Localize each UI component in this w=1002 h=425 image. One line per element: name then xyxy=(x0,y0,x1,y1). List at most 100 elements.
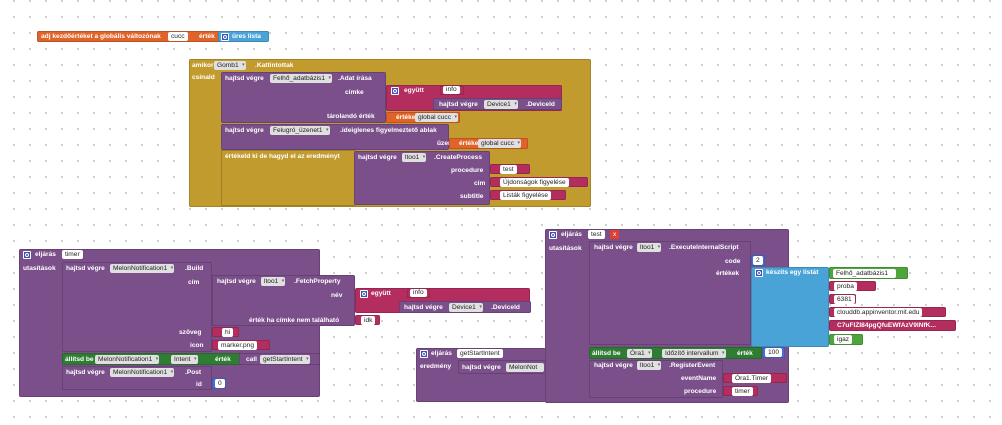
text-info-field-2[interactable]: info xyxy=(410,289,427,297)
melon-post-block[interactable]: hajtsd végre MelonNotification1 .Post id xyxy=(62,366,212,390)
number-code-field[interactable]: 2 xyxy=(753,256,763,265)
text-idk-field[interactable]: idk xyxy=(361,315,376,325)
list-item-url-field[interactable]: clouddb.appinventor.mit.edu xyxy=(834,307,923,317)
notifier-component-dropdown[interactable]: Felugró_üzenet1 xyxy=(270,126,330,135)
global-variable-block[interactable]: adj kezdőértéket a globális változónak c… xyxy=(37,31,221,42)
device-id-block[interactable]: hajtsd végre Device1 .DeviceId xyxy=(433,98,562,110)
set-intent-block[interactable]: állítsd be MelonNotification1 Intent ért… xyxy=(62,353,242,365)
text-subtitle-block[interactable]: Listák figyelése xyxy=(490,190,566,200)
text-test-field[interactable]: test xyxy=(500,164,517,174)
interval-component-dropdown[interactable]: Óra1 xyxy=(627,348,652,358)
join-label: együtt xyxy=(404,87,424,94)
number-interval-block[interactable]: 100 xyxy=(762,347,785,358)
call-proc-dropdown[interactable]: getStartIntent xyxy=(260,354,310,364)
test-name-field[interactable]: test xyxy=(588,230,605,239)
post-component-dropdown[interactable]: MelonNotification1 xyxy=(110,368,175,377)
set-interval-block[interactable]: állítsd be Óra1 Időzítő intervallum érté… xyxy=(589,347,762,359)
list-item-bool-field[interactable]: igaz xyxy=(834,335,853,344)
gear-icon[interactable] xyxy=(360,289,368,298)
evaluate-ignore-block[interactable]: értékeld ki de hagyd el az eredményt xyxy=(221,150,356,206)
device-component-dropdown-2[interactable]: Device1 xyxy=(449,302,483,312)
text-timer-block[interactable]: timer xyxy=(723,386,758,396)
list-item-number[interactable]: 6381 xyxy=(829,294,856,304)
test-param-field[interactable]: x xyxy=(610,230,620,239)
set-property-dropdown[interactable]: Intent xyxy=(171,354,198,364)
exec-component-dropdown[interactable]: ltoo1 xyxy=(637,243,662,252)
call-label: call xyxy=(246,355,257,363)
procedure-name-field[interactable]: timer xyxy=(62,250,83,259)
execute-script-block[interactable]: hajtsd végre ltoo1 .ExecuteInternalScrip… xyxy=(589,241,751,345)
process-call-label: hajtsd végre xyxy=(358,154,397,161)
cloud-store-value-block[interactable]: hajtsd végre Felhő_adatbázis1 .Adat írás… xyxy=(221,72,386,123)
getstart-call-block[interactable]: hajtsd végre MelonNot xyxy=(458,360,546,374)
text-icon-field[interactable]: marker.png xyxy=(218,340,257,350)
create-process-block[interactable]: hajtsd végre ltoo1 .CreateProcess proced… xyxy=(354,151,490,205)
text-info-block-2[interactable]: info xyxy=(407,289,430,298)
fetch-component-dropdown[interactable]: ltoo1 xyxy=(261,277,286,286)
text-timer-field[interactable]: timer xyxy=(732,386,753,396)
fetch-property-block[interactable]: hajtsd végre ltoo1 .FetchProperty név ér… xyxy=(212,275,355,326)
register-component-dropdown[interactable]: ltoo1 xyxy=(637,361,662,370)
get-global-block[interactable]: értéke global cucc xyxy=(386,112,460,123)
text-event-field[interactable]: Óra1.Timer xyxy=(732,373,772,383)
interval-property-dropdown[interactable]: Időzítő intervallum xyxy=(662,348,726,358)
text-title-field[interactable]: Újdonságok figyelése xyxy=(500,177,569,187)
procedure-getstartintent-block[interactable]: eljárás getStartIntent eredmény xyxy=(416,348,546,402)
text-event-block[interactable]: Óra1.Timer xyxy=(723,373,787,383)
empty-list-label: üres lista xyxy=(232,33,261,40)
store-component-dropdown[interactable]: Felhő_adatbázis1 xyxy=(270,74,333,83)
set-component-dropdown[interactable]: MelonNotification1 xyxy=(95,354,160,364)
melon-build-block[interactable]: hajtsd végre MelonNotification1 .Build c… xyxy=(62,262,212,352)
gear-icon[interactable] xyxy=(221,32,229,41)
gear-icon[interactable] xyxy=(549,231,557,239)
text-hi-field[interactable]: hi xyxy=(222,327,234,337)
list-item-proba-field[interactable]: proba xyxy=(834,281,857,291)
list-item-number-field[interactable]: 6381 xyxy=(834,294,855,304)
list-item-proba[interactable]: proba xyxy=(829,281,876,291)
list-item-token[interactable]: C7uFIZI84pgQfuEWfAzV9lNfK... xyxy=(829,320,956,331)
list-item-component[interactable]: Felhő_adatbázis1 xyxy=(829,267,908,279)
getstart-component-dropdown[interactable]: MelonNot xyxy=(506,362,545,372)
global-name-field[interactable]: cucc xyxy=(168,32,188,41)
text-test-block[interactable]: test xyxy=(490,164,530,174)
register-call-label: hajtsd végre xyxy=(594,362,633,369)
text-info-block[interactable]: info xyxy=(440,86,464,95)
gear-icon[interactable] xyxy=(420,350,428,358)
gear-icon[interactable] xyxy=(391,86,399,95)
call-getstartintent-block[interactable]: call getStartIntent xyxy=(239,353,320,365)
event-component-dropdown[interactable]: Gomb1 xyxy=(214,61,246,70)
number-interval-field[interactable]: 100 xyxy=(765,348,783,357)
test-do-label: utasítások xyxy=(549,245,582,252)
text-title-block[interactable]: Újdonságok figyelése xyxy=(490,177,588,187)
text-subtitle-field[interactable]: Listák figyelése xyxy=(500,190,552,200)
notifier-alert-block[interactable]: hajtsd végre Felugró_üzenet1 .ideiglenes… xyxy=(221,124,458,150)
getstart-name-field[interactable]: getStartIntent xyxy=(457,349,503,358)
text-hi-block[interactable]: hi xyxy=(212,327,239,337)
list-item-url[interactable]: clouddb.appinventor.mit.edu xyxy=(829,307,946,317)
text-info-field[interactable]: info xyxy=(443,86,460,94)
build-component-dropdown[interactable]: MelonNotification1 xyxy=(110,264,175,273)
build-method: .Build xyxy=(185,265,204,272)
number-code-block[interactable]: 2 xyxy=(751,255,765,266)
list-item-bool[interactable]: igaz xyxy=(829,334,863,345)
set-to-label: érték xyxy=(215,355,231,363)
device-component-dropdown[interactable]: Device1 xyxy=(484,99,518,109)
number-id-field[interactable]: 0 xyxy=(215,379,225,388)
process-component-dropdown[interactable]: ltoo1 xyxy=(402,153,427,162)
gear-icon[interactable] xyxy=(23,251,31,259)
register-event-label: eventName xyxy=(681,375,717,382)
empty-list-block[interactable]: üres lista xyxy=(218,31,269,42)
fetch-name-label: név xyxy=(331,292,343,299)
text-idk-block[interactable]: idk xyxy=(355,315,380,325)
gear-icon[interactable] xyxy=(755,268,763,277)
get-var-dropdown-2[interactable]: global cucc xyxy=(478,139,521,148)
get-global-block-2[interactable]: értéke global cucc xyxy=(449,138,528,149)
register-event-block[interactable]: hajtsd végre ltoo1 .RegisterEvent eventN… xyxy=(589,360,723,398)
text-icon-block[interactable]: marker.png xyxy=(212,340,270,350)
list-item-component-field[interactable]: Felhő_adatbázis1 xyxy=(833,268,897,278)
make-list-block[interactable]: készíts egy listát xyxy=(751,267,829,347)
number-id-block[interactable]: 0 xyxy=(212,378,226,389)
list-item-token-text[interactable]: C7uFIZI84pgQfuEWfAzV9lNfK... xyxy=(837,322,936,329)
get-var-dropdown[interactable]: global cucc xyxy=(415,113,458,122)
device-id-block-2[interactable]: hajtsd végre Device1 .DeviceId xyxy=(399,301,531,313)
